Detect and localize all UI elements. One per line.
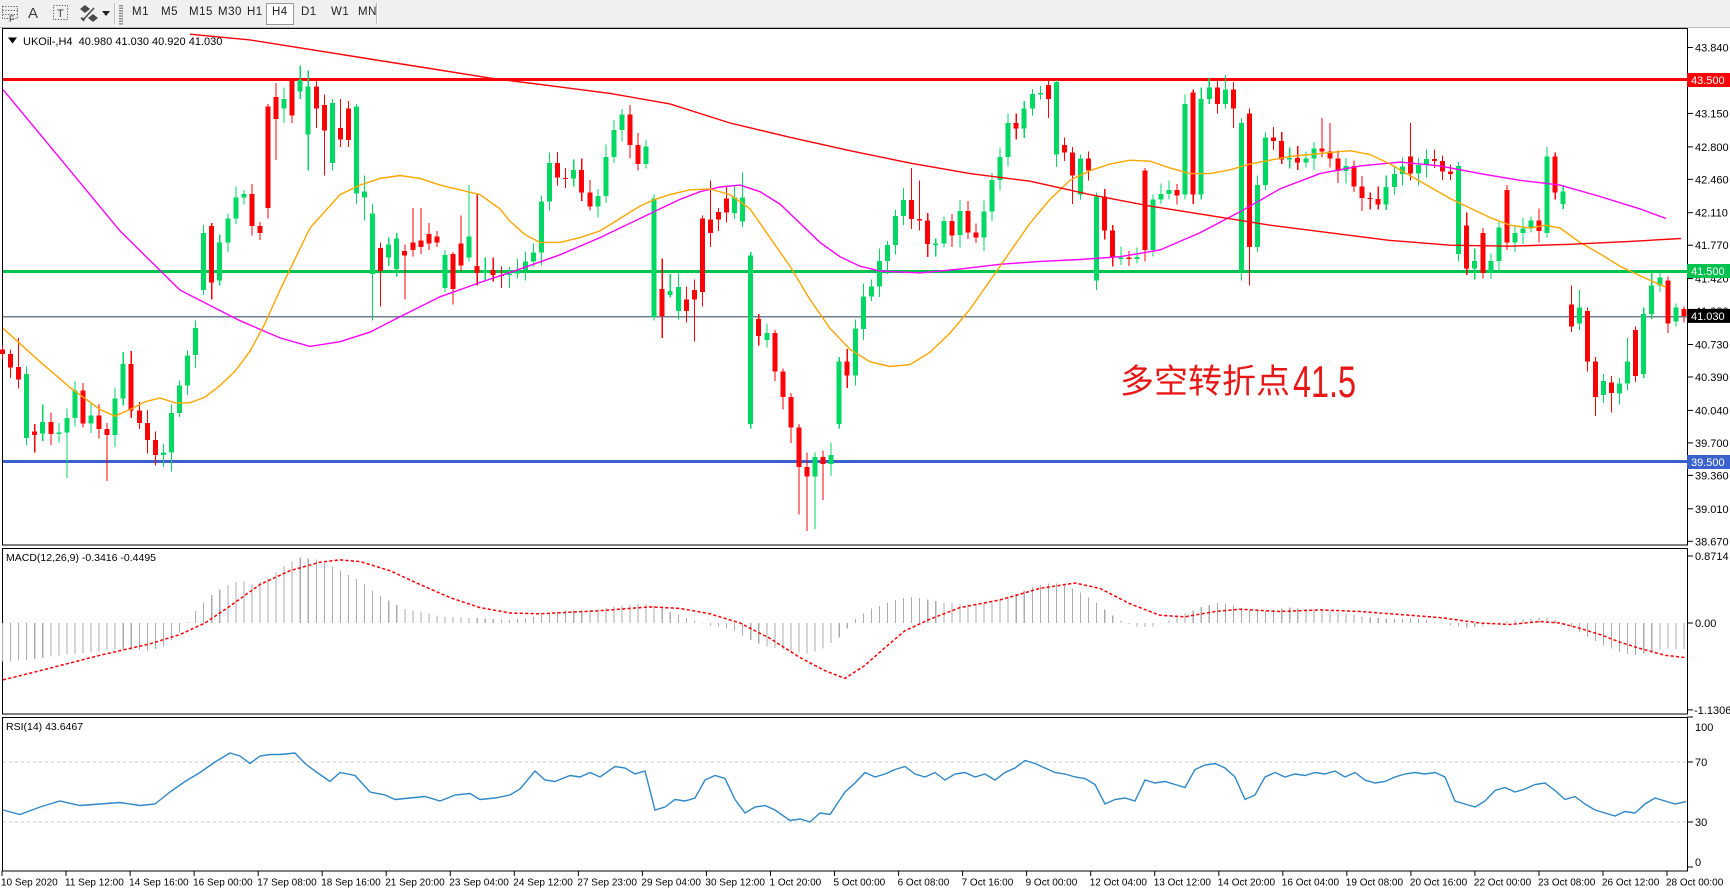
svg-text:42.110: 42.110 [1695, 208, 1728, 220]
svg-text:40.730: 40.730 [1695, 340, 1729, 352]
svg-text:19 Oct 08:00: 19 Oct 08:00 [1346, 878, 1404, 889]
svg-text:11 Sep 12:00: 11 Sep 12:00 [65, 878, 124, 889]
svg-text:41.5: 41.5 [1293, 358, 1356, 407]
svg-text:41.770: 41.770 [1695, 240, 1729, 252]
svg-text:28 Oct 00:00: 28 Oct 00:00 [1666, 878, 1724, 889]
svg-text:-1.1306: -1.1306 [1694, 705, 1730, 717]
svg-text:F: F [9, 14, 15, 23]
svg-text:70: 70 [1695, 757, 1707, 769]
svg-text:1 Oct 20:00: 1 Oct 20:00 [770, 878, 822, 889]
svg-text:RSI(14) 43.6467: RSI(14) 43.6467 [6, 721, 83, 733]
svg-text:38.670: 38.670 [1695, 536, 1729, 548]
svg-text:27 Sep 23:00: 27 Sep 23:00 [577, 878, 637, 889]
svg-text:0.00: 0.00 [1695, 618, 1716, 630]
svg-text:24 Sep 12:00: 24 Sep 12:00 [513, 878, 573, 889]
svg-text:42.800: 42.800 [1695, 142, 1729, 154]
svg-text:16 Oct 04:00: 16 Oct 04:00 [1282, 878, 1340, 889]
svg-text:40.040: 40.040 [1695, 405, 1729, 417]
svg-text:0.8714: 0.8714 [1695, 551, 1729, 563]
svg-text:T: T [57, 8, 64, 20]
svg-text:18 Sep 16:00: 18 Sep 16:00 [321, 878, 381, 889]
svg-text:6 Oct 08:00: 6 Oct 08:00 [898, 878, 950, 889]
svg-text:26 Oct 12:00: 26 Oct 12:00 [1602, 878, 1660, 889]
svg-text:39.360: 39.360 [1695, 470, 1729, 482]
svg-text:5 Oct 00:00: 5 Oct 00:00 [834, 878, 886, 889]
svg-text:41.030: 41.030 [1691, 311, 1725, 323]
svg-text:14 Oct 20:00: 14 Oct 20:00 [1218, 878, 1276, 889]
svg-text:43.500: 43.500 [1691, 75, 1725, 87]
svg-text:9 Oct 00:00: 9 Oct 00:00 [1026, 878, 1078, 889]
svg-text:22 Oct 00:00: 22 Oct 00:00 [1474, 878, 1532, 889]
svg-text:23 Oct 08:00: 23 Oct 08:00 [1538, 878, 1596, 889]
svg-text:29 Sep 04:00: 29 Sep 04:00 [641, 878, 701, 889]
svg-text:30 Sep 12:00: 30 Sep 12:00 [705, 878, 765, 889]
svg-text:20 Oct 16:00: 20 Oct 16:00 [1410, 878, 1468, 889]
svg-text:100: 100 [1695, 722, 1713, 734]
svg-text:10 Sep 2020: 10 Sep 2020 [1, 878, 58, 889]
svg-text:13 Oct 12:00: 13 Oct 12:00 [1154, 878, 1212, 889]
svg-text:0: 0 [1695, 857, 1701, 869]
svg-text:39.700: 39.700 [1695, 438, 1729, 450]
svg-text:43.840: 43.840 [1695, 43, 1729, 55]
svg-text:23 Sep 04:00: 23 Sep 04:00 [449, 878, 509, 889]
svg-text:39.500: 39.500 [1691, 457, 1725, 469]
svg-text:30: 30 [1695, 817, 1707, 829]
svg-text:7 Oct 16:00: 7 Oct 16:00 [962, 878, 1014, 889]
svg-text:17 Sep 08:00: 17 Sep 08:00 [257, 878, 317, 889]
svg-text:12 Oct 04:00: 12 Oct 04:00 [1090, 878, 1148, 889]
svg-text:MACD(12,26,9) -0.3416 -0.4495: MACD(12,26,9) -0.3416 -0.4495 [6, 552, 156, 564]
svg-text:16 Sep 00:00: 16 Sep 00:00 [193, 878, 253, 889]
svg-text:42.460: 42.460 [1695, 174, 1729, 186]
svg-text:40.390: 40.390 [1695, 372, 1729, 384]
svg-text:UKOil-,H4 40.980 41.030 40.92: UKOil-,H4 40.980 41.030 40.920 41.030 [23, 36, 222, 48]
svg-text:21 Sep 20:00: 21 Sep 20:00 [385, 878, 445, 889]
svg-text:39.010: 39.010 [1695, 504, 1729, 516]
svg-text:41.500: 41.500 [1691, 266, 1725, 278]
svg-text:14 Sep 16:00: 14 Sep 16:00 [129, 878, 189, 889]
svg-text:43.150: 43.150 [1695, 108, 1729, 120]
